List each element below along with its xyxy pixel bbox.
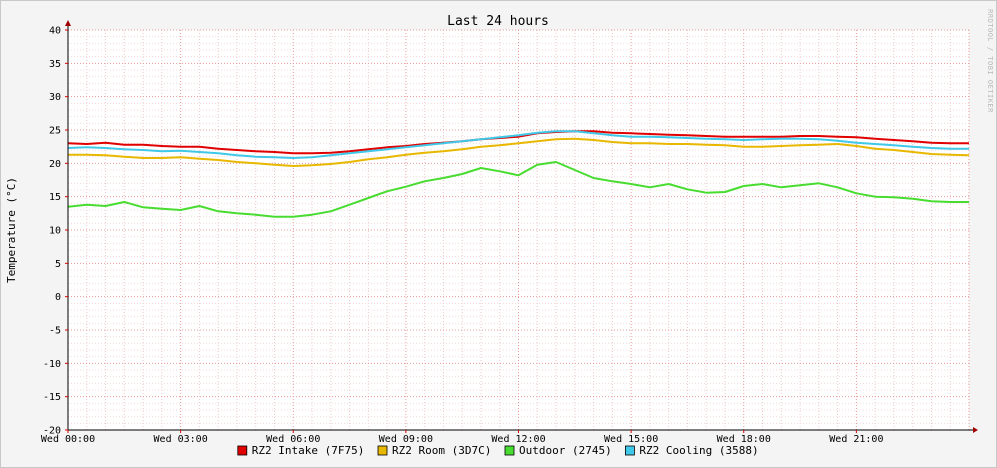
- y-tick-label: -20: [43, 426, 61, 437]
- legend-label-2: RZ2 Room (3D7C): [392, 444, 491, 457]
- y-tick-label: -10: [43, 359, 61, 370]
- y-tick-labels: 40 35 30 25 20 15 10 5 0 -5 -10 -15 -20: [43, 26, 68, 437]
- series-line-2: [68, 137, 970, 167]
- y-tick-label: 15: [49, 192, 61, 203]
- x-tick-label: Wed 06:00: [266, 434, 320, 445]
- legend-label-4: RZ2 Cooling (3588): [639, 444, 758, 457]
- legend-swatch-2: [377, 445, 388, 456]
- y-tick-label: 20: [49, 159, 61, 170]
- series-line-3: [67, 161, 969, 218]
- series-line-1: [67, 130, 969, 155]
- legend-swatch-1: [237, 445, 248, 456]
- chart-title: Last 24 hours: [447, 14, 549, 29]
- series-lines: [67, 130, 970, 218]
- y-axis-label: Temperature (°C): [5, 177, 18, 283]
- legend-swatch-3: [504, 445, 515, 456]
- x-tick-label: Wed 15:00: [604, 434, 658, 445]
- y-tick-label: 40: [49, 26, 61, 37]
- x-tick-label: Wed 21:00: [829, 434, 883, 445]
- legend: RZ2 Intake (7F75) RZ2 Room (3D7C) Outdoor …: [237, 444, 759, 457]
- y-tick-label: 0: [55, 292, 61, 303]
- legend-label-1: RZ2 Intake (7F75): [252, 444, 365, 457]
- series-line-4: [67, 130, 969, 159]
- y-tick-label: 30: [49, 92, 61, 103]
- x-tick-labels: Wed 00:00 Wed 03:00 Wed 06:00 Wed 09:00 Wed …: [41, 430, 883, 445]
- y-tick-label: -15: [43, 392, 61, 403]
- x-tick-label: Wed 18:00: [717, 434, 771, 445]
- y-tick-label: 25: [49, 126, 61, 137]
- watermark: RRDTOOL / TOBI OETIKER: [986, 9, 994, 113]
- x-tick-label: Wed 12:00: [491, 434, 545, 445]
- x-axis-arrow: [973, 427, 978, 433]
- legend-swatch-4: [625, 445, 635, 456]
- y-tick-label: 10: [49, 226, 61, 237]
- y-tick-label: 5: [55, 259, 61, 270]
- grid-lines: [67, 29, 970, 431]
- y-axis-arrow: [65, 20, 71, 26]
- x-tick-label: Wed 00:00: [41, 434, 95, 445]
- x-tick-label: Wed 03:00: [154, 434, 208, 445]
- x-tick-label: Wed 09:00: [379, 434, 433, 445]
- y-tick-label: 35: [49, 59, 61, 70]
- y-tick-label: -5: [49, 326, 61, 337]
- axes: [65, 20, 978, 433]
- legend-label-3: Outdoor (2745): [519, 444, 612, 457]
